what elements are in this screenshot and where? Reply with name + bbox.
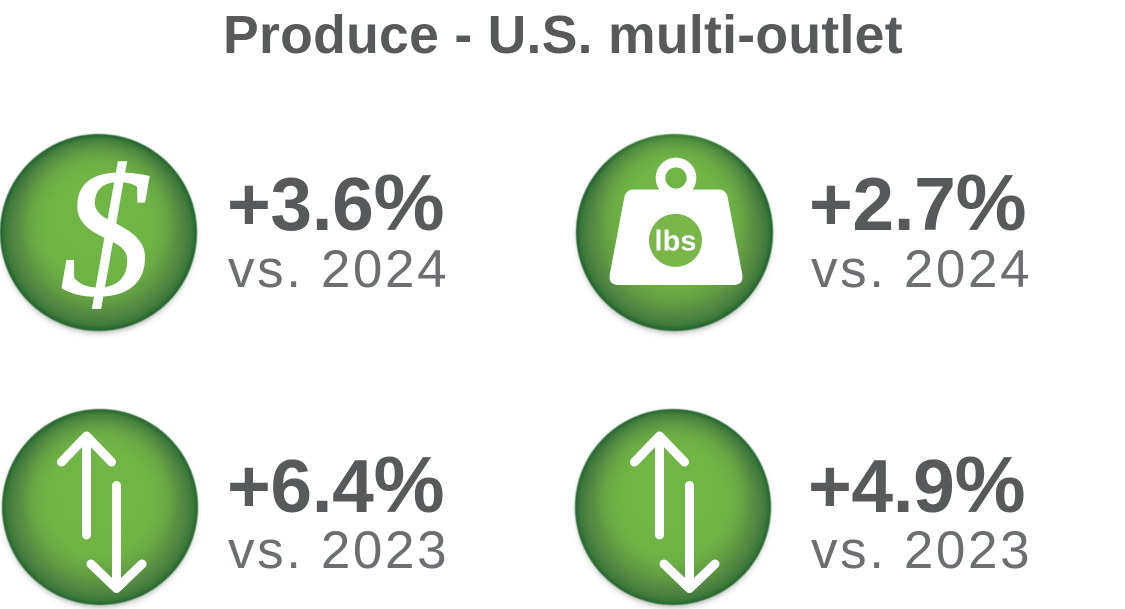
svg-text:lbs: lbs: [655, 226, 697, 258]
svg-text:$: $: [61, 134, 152, 331]
